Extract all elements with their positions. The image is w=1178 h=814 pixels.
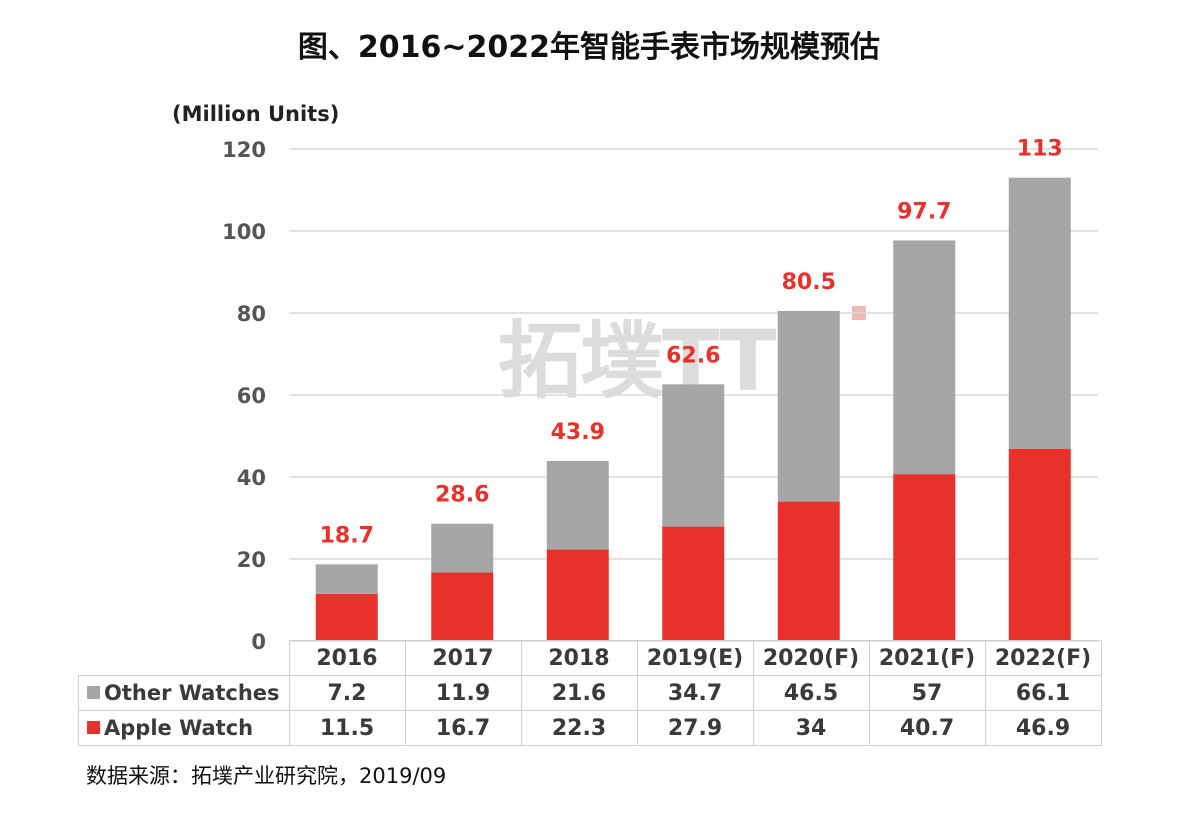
bar-other-watches [431,523,494,573]
legend-other-watches: Other Watches [78,675,290,711]
y-tick-label: 60 [237,384,266,408]
table-cell: 7.2 [288,675,406,711]
table-header-cell: 2016 [288,640,406,676]
bar-other-watches [315,564,378,594]
source-note: 数据来源：拓墣产业研究院，2019/09 [86,764,447,788]
table-cell: 11.9 [404,675,522,711]
bar-apple-watch [1008,448,1071,641]
table-cell: 66.1 [984,675,1102,711]
table-row-other-watches: Other Watches 7.2 11.9 21.6 34.7 46.5 57… [78,675,1102,711]
y-tick-label: 20 [237,548,266,572]
bar-apple-watch [546,549,609,641]
bar-other-watches [1008,177,1071,449]
bar-apple-watch [662,526,725,641]
total-data-label: 62.6 [666,343,720,368]
bar-apple-watch [893,474,956,641]
table-cell: 46.9 [984,710,1102,746]
table-cell: 21.6 [520,675,638,711]
bar-apple-watch [777,501,840,641]
y-tick-label: 40 [237,466,266,490]
bar-apple-watch [431,572,494,641]
bar-other-watches [662,384,725,527]
table-cell: 57 [868,675,986,711]
bar-apple-watch [315,593,378,641]
table-header-cell: 2018 [520,640,638,676]
table-cell: 22.3 [520,710,638,746]
total-data-label: 28.6 [435,483,489,508]
table-header-cell: 2022(F) [984,640,1102,676]
total-data-label: 97.7 [897,199,951,224]
swatch-other-watches [87,685,100,699]
table-header-cell: 2019(E) [636,640,754,676]
chart-title: 图、2016~2022年智能手表市场规模预估 [297,30,881,65]
legend-label: Apple Watch [104,716,254,740]
y-axis-label: (Million Units) [172,102,340,126]
total-data-label: 18.7 [320,523,374,548]
y-tick-label: 80 [237,302,266,326]
table-cell: 40.7 [868,710,986,746]
swatch-apple-watch [87,720,100,734]
table-corner [79,641,290,676]
y-tick-label: 120 [222,138,266,162]
table-cell: 46.5 [752,675,870,711]
legend-label: Other Watches [104,681,280,705]
bar-other-watches [777,310,840,502]
table-header-row: 2016 2017 2018 2019(E) 2020(F) 2021(F) 2… [79,640,1102,676]
total-data-label: 43.9 [551,420,605,445]
bar-other-watches [893,240,956,475]
bar-other-watches [546,461,609,550]
table-cell: 34 [752,710,870,746]
table-row-apple-watch: Apple Watch 11.5 16.7 22.3 27.9 34 40.7 … [78,710,1102,746]
table-header-cell: 2021(F) [868,640,986,676]
data-table: 2016 2017 2018 2019(E) 2020(F) 2021(F) 2… [78,640,1102,746]
table-cell: 16.7 [404,710,522,746]
legend-apple-watch: Apple Watch [78,710,290,746]
y-tick-label: 0 [251,630,266,654]
table-cell: 11.5 [288,710,406,746]
total-data-label: 80.5 [782,270,836,295]
table-cell: 34.7 [636,675,754,711]
total-data-label: 113 [1017,137,1063,162]
table-cell: 27.9 [636,710,754,746]
table-header-cell: 2017 [404,640,522,676]
table-header-cell: 2020(F) [752,640,870,676]
y-tick-label: 100 [222,220,266,244]
